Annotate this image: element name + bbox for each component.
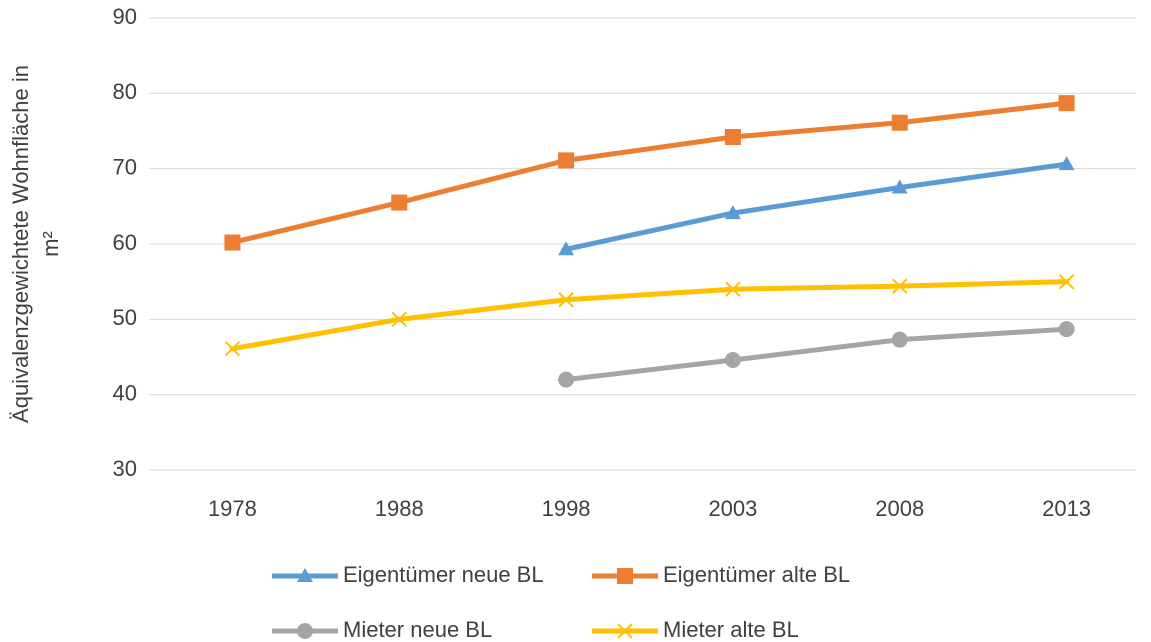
data-point — [558, 152, 575, 169]
x-tick-label: 1988 — [375, 496, 424, 521]
data-point — [891, 331, 908, 348]
x-tick-label: 1998 — [542, 496, 591, 521]
data-point — [1058, 273, 1075, 290]
data-point — [558, 292, 574, 308]
series-line — [563, 326, 1070, 383]
data-point — [224, 341, 241, 357]
data-point — [1058, 321, 1075, 338]
data-point — [1058, 95, 1075, 112]
data-point — [724, 129, 741, 146]
series-line — [563, 161, 1070, 252]
x-tick-label: 2003 — [708, 496, 757, 521]
y-axis-label: m² — [38, 231, 63, 257]
y-tick-label: 60 — [113, 230, 137, 255]
legend-marker — [297, 623, 313, 639]
y-tick-label: 90 — [113, 4, 137, 29]
data-point — [391, 311, 407, 328]
x-tick-label: 1978 — [208, 496, 257, 521]
data-point — [224, 234, 241, 251]
data-point — [1058, 156, 1075, 171]
data-point — [558, 371, 575, 388]
data-point — [391, 194, 408, 211]
legend-label: Eigentümer alte BL — [663, 562, 850, 587]
y-tick-label: 50 — [113, 305, 137, 330]
data-point — [891, 179, 908, 194]
y-tick-label: 80 — [113, 79, 137, 104]
y-tick-label: 30 — [113, 456, 137, 481]
legend-label: Mieter neue BL — [343, 617, 492, 642]
data-point — [725, 281, 741, 297]
series-line — [229, 100, 1070, 245]
series-line — [229, 279, 1070, 352]
legend-label: Mieter alte BL — [663, 617, 799, 642]
legend-marker — [617, 568, 633, 584]
y-tick-label: 40 — [113, 380, 137, 405]
data-point — [558, 241, 575, 256]
data-point — [891, 114, 908, 131]
legend-marker — [617, 623, 633, 639]
data-point — [724, 352, 741, 369]
y-axis-label: Äquivalenzgewichtete Wohnfläche in — [8, 65, 33, 423]
legend-marker — [297, 568, 313, 582]
x-tick-label: 2013 — [1042, 496, 1091, 521]
data-point — [892, 278, 908, 294]
y-tick-label: 70 — [113, 154, 137, 179]
legend-label: Eigentümer neue BL — [343, 562, 544, 587]
data-point — [724, 205, 741, 220]
x-tick-label: 2008 — [875, 496, 924, 521]
